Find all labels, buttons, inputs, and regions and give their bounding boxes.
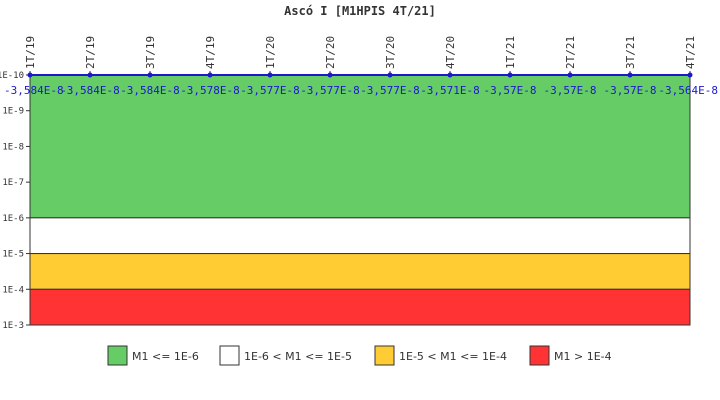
y-tick-label-0: 1E-10 <box>0 71 24 81</box>
data-point-6 <box>387 72 393 78</box>
data-label-7: -3,571E-8 <box>420 84 480 97</box>
x-tick-label-11: 4T/21 <box>684 36 697 69</box>
y-tick-label-5: 1E-5 <box>2 250 24 260</box>
x-tick-label-5: 2T/20 <box>324 36 337 69</box>
data-points <box>27 72 693 78</box>
y-tick-label-7: 1E-3 <box>2 321 24 331</box>
x-tick-label-9: 2T/21 <box>564 36 577 69</box>
legend-item-0: M1 <= 1E-6 <box>107 345 199 366</box>
data-point-9 <box>567 72 573 78</box>
legend: M1 <= 1E-6 1E-6 < M1 <= 1E-5 1E-5 < M1 <= … <box>107 345 612 366</box>
y-axis-ticks: 1E-10 1E-9 1E-8 1E-7 1E-6 1E-5 1E-4 1E-3 <box>0 71 30 331</box>
legend-label-3: M1 > 1E-4 <box>554 350 612 363</box>
y-tick-label-4: 1E-6 <box>2 214 24 224</box>
band-2 <box>29 253 691 290</box>
x-tick-label-7: 4T/20 <box>444 36 457 69</box>
x-tick-label-4: 1T/20 <box>264 36 277 69</box>
data-label-1: -3,584E-8 <box>60 84 120 97</box>
data-labels: -3,584E-8-3,584E-8 -3,584E-8 -3,578E-8 -3,5… <box>4 84 718 97</box>
x-tick-label-1: 2T/19 <box>84 36 97 69</box>
legend-label-2: 1E-5 < M1 <= 1E-4 <box>399 350 507 363</box>
data-label-6: -3,577E-8 <box>360 84 420 97</box>
x-tick-label-2: 3T/19 <box>144 36 157 69</box>
risk-bands <box>29 74 691 326</box>
data-point-10 <box>627 72 633 78</box>
data-label-10: -3,57E-8 <box>604 84 657 97</box>
data-point-7 <box>447 72 453 78</box>
data-label-4: -3,577E-8 <box>240 84 300 97</box>
data-label-3: -3,578E-8 <box>180 84 240 97</box>
data-label-8: -3,57E-8 <box>484 84 537 97</box>
legend-swatch-0 <box>107 345 128 366</box>
data-label-5: -3,577E-8 <box>300 84 360 97</box>
y-tick-label-2: 1E-8 <box>2 142 24 152</box>
legend-label-0: M1 <= 1E-6 <box>132 350 199 363</box>
band-1 <box>29 217 691 255</box>
data-point-3 <box>207 72 213 78</box>
y-tick-label-6: 1E-4 <box>2 285 24 295</box>
data-point-1 <box>87 72 93 78</box>
legend-swatch-2 <box>374 345 395 366</box>
data-label-2: -3,584E-8 <box>120 84 180 97</box>
x-tick-label-6: 3T/20 <box>384 36 397 69</box>
data-point-8 <box>507 72 513 78</box>
data-point-4 <box>267 72 273 78</box>
legend-swatch-3 <box>529 345 550 366</box>
legend-item-1: 1E-6 < M1 <= 1E-5 <box>219 345 352 366</box>
x-tick-label-8: 1T/21 <box>504 36 517 69</box>
data-label-9: -3,57E-8 <box>544 84 597 97</box>
data-point-5 <box>327 72 333 78</box>
data-point-0 <box>27 72 33 78</box>
legend-item-3: M1 > 1E-4 <box>529 345 612 366</box>
data-label-11: -3,564E-8 <box>658 84 718 97</box>
x-tick-label-0: 1T/19 <box>24 36 37 69</box>
y-tick-label-3: 1E-7 <box>2 178 24 188</box>
x-tick-label-3: 4T/19 <box>204 36 217 69</box>
band-0 <box>29 74 691 219</box>
legend-label-1: 1E-6 < M1 <= 1E-5 <box>244 350 352 363</box>
data-label-0: -3,584E-8 <box>4 84 64 97</box>
x-tick-label-10: 3T/21 <box>624 36 637 69</box>
band-3 <box>29 288 691 326</box>
data-point-2 <box>147 72 153 78</box>
data-point-11 <box>687 72 693 78</box>
chart-title: Ascó I [M1HPIS 4T/21] <box>284 4 436 18</box>
x-axis-ticks: 1T/19 2T/19 3T/19 4T/19 1T/20 2T/20 3T/20 4T/20… <box>24 36 697 75</box>
y-tick-label-1: 1E-9 <box>2 107 24 117</box>
legend-swatch-1 <box>219 345 240 366</box>
legend-item-2: 1E-5 < M1 <= 1E-4 <box>374 345 507 366</box>
